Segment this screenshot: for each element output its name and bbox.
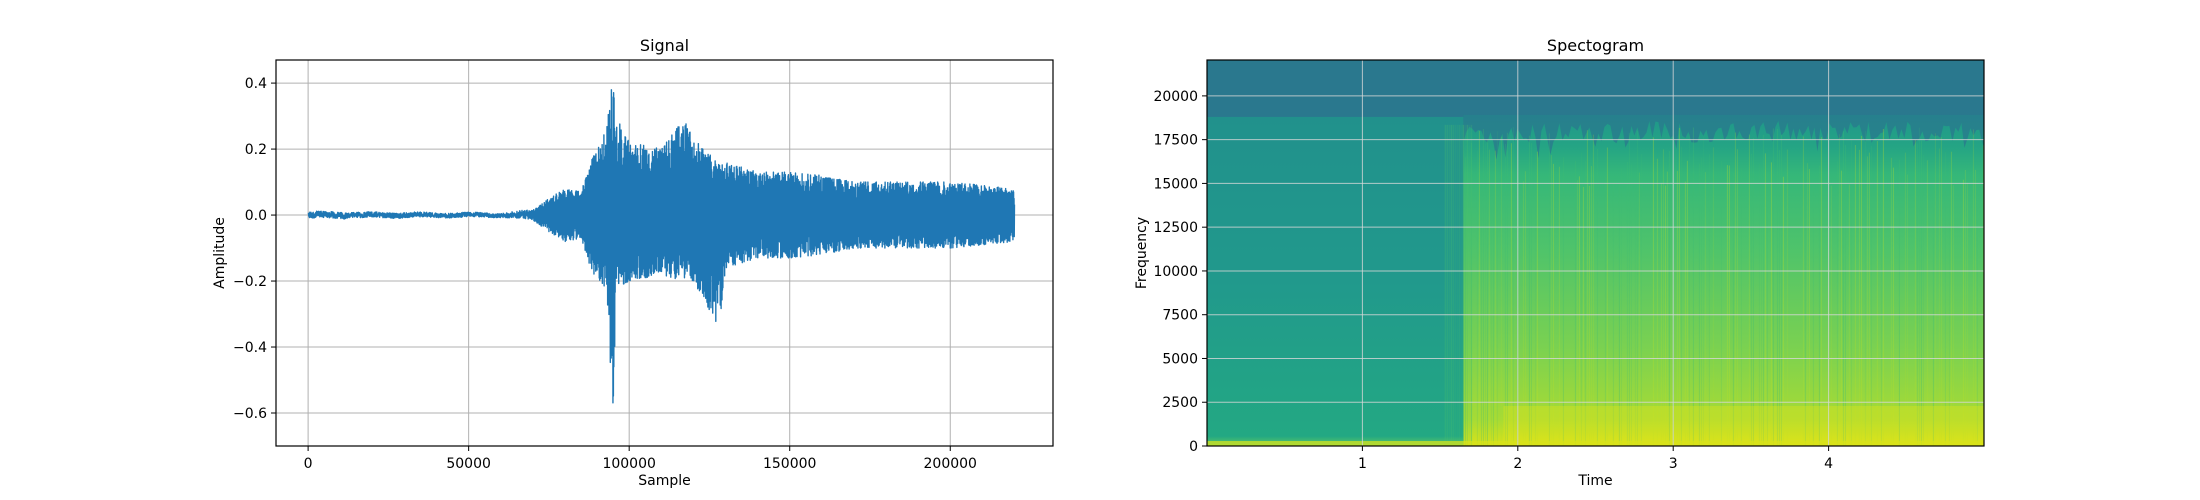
spectrogram-image bbox=[1207, 60, 1984, 446]
spectrogram-x-tick-label: 4 bbox=[1824, 456, 1833, 472]
signal-y-tick-label: −0.6 bbox=[233, 406, 267, 422]
signal-y-tick-label: −0.2 bbox=[233, 274, 267, 290]
spectrogram-y-tick-label: 17500 bbox=[1153, 133, 1198, 149]
spectrogram-y-tick-label: 15000 bbox=[1153, 176, 1198, 192]
spectrogram-x-tick-label: 1 bbox=[1358, 456, 1367, 472]
signal-waveform bbox=[307, 89, 1016, 404]
spectrogram-y-tick-label: 10000 bbox=[1153, 264, 1198, 280]
signal-x-tick-label: 100000 bbox=[602, 456, 655, 472]
spectrogram-cutoff-edge bbox=[1463, 113, 1984, 160]
signal-x-tick-label: 50000 bbox=[446, 456, 491, 472]
signal-grid bbox=[276, 60, 1053, 446]
spectrogram-y-tick-label: 7500 bbox=[1162, 308, 1198, 324]
spectrogram-x-tick-label: 2 bbox=[1513, 456, 1522, 472]
spectrogram-quiet-region bbox=[1207, 116, 1464, 446]
signal-line bbox=[307, 89, 1016, 404]
spectrogram-y-tick-label: 0 bbox=[1189, 439, 1198, 455]
signal-y-tick-label: 0.4 bbox=[245, 76, 267, 92]
signal-panel: Signal 0 50000 100000 150000 200000 0.40.20.… bbox=[212, 36, 1054, 489]
spectrogram-y-label: Frequency bbox=[1134, 217, 1150, 289]
signal-x-tick-label: 200000 bbox=[924, 456, 977, 472]
spectrogram-x-label: Time bbox=[1577, 473, 1612, 489]
signal-x-label: Sample bbox=[638, 473, 691, 489]
signal-y-tick-label: 0.2 bbox=[245, 142, 267, 158]
signal-x-tick-label: 150000 bbox=[763, 456, 816, 472]
signal-axes-frame bbox=[275, 59, 1054, 447]
signal-y-label: Amplitude bbox=[212, 217, 228, 289]
spectrogram-y-ticks: 0 2500 5000 7500 10000 12500 15000 17500 20000 bbox=[1153, 89, 1207, 455]
signal-x-tick-label: 0 bbox=[304, 456, 313, 472]
spectrogram-dc-band bbox=[1207, 441, 1984, 446]
spectrogram-x-tick-label: 3 bbox=[1669, 456, 1678, 472]
spectrogram-y-tick-label: 2500 bbox=[1162, 395, 1198, 411]
signal-y-ticks: 0.4 0.2 0.0 −0.2 −0.4 −0.6 bbox=[233, 76, 276, 422]
spectrogram-y-tick-label: 20000 bbox=[1153, 89, 1198, 105]
spectrogram-x-ticks: 1 2 3 4 bbox=[1358, 446, 1833, 472]
signal-x-ticks: 0 50000 100000 150000 200000 bbox=[304, 446, 977, 472]
spectrogram-active-region bbox=[1463, 114, 1984, 446]
spectrogram-panel: Spectogram 1 2 3 4 0 2500 5000 7500 10000 12500 1… bbox=[1134, 36, 1985, 489]
spectrogram-y-tick-label: 5000 bbox=[1162, 351, 1198, 367]
spectrogram-title: Spectogram bbox=[1547, 36, 1644, 55]
spectrogram-grid bbox=[1207, 60, 1984, 446]
spectrogram-low-freq-band bbox=[1503, 406, 1984, 446]
signal-y-tick-label: 0.0 bbox=[245, 208, 267, 224]
spectrogram-axes-frame bbox=[1206, 59, 1985, 447]
signal-y-tick-label: −0.4 bbox=[233, 340, 267, 356]
spectrogram-y-tick-label: 12500 bbox=[1153, 220, 1198, 236]
signal-title: Signal bbox=[640, 36, 689, 55]
